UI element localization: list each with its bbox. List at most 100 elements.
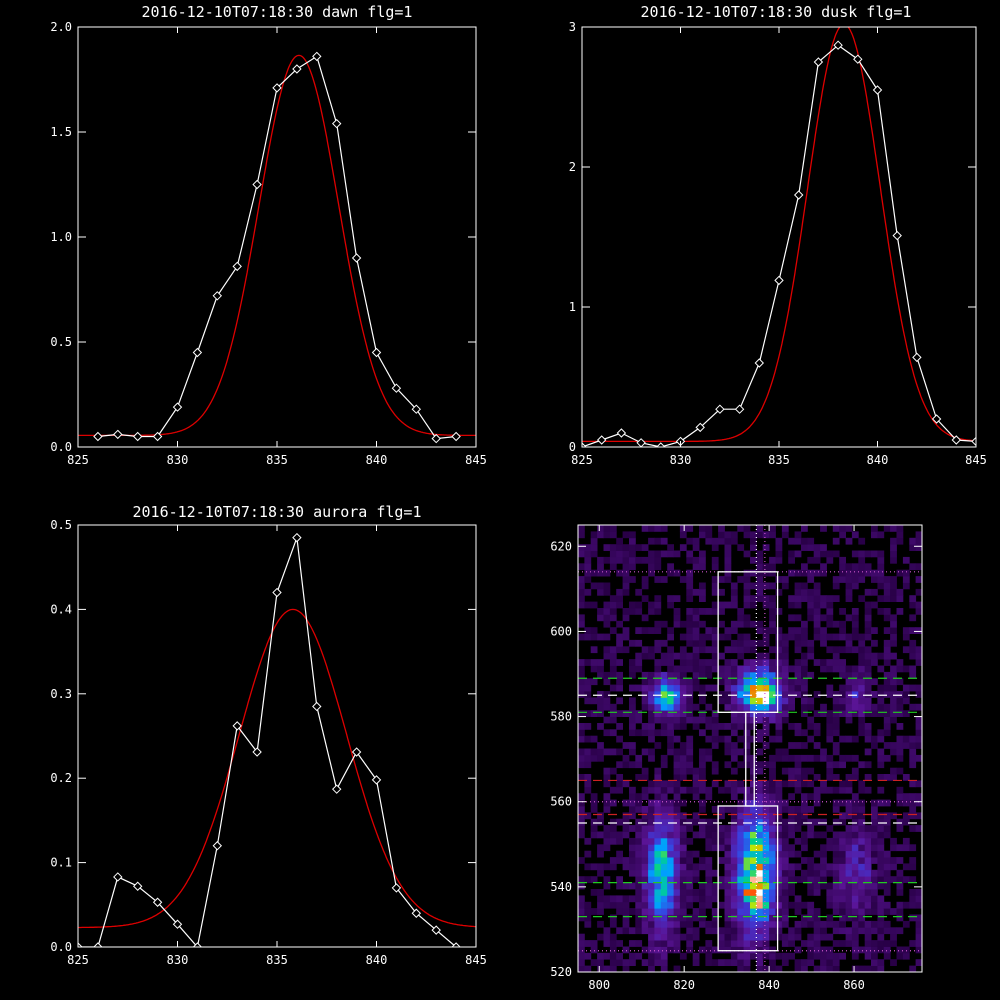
y-tick-label: 1.5	[50, 125, 72, 139]
heatmap-cell	[679, 652, 687, 660]
heatmap-cell	[845, 582, 853, 590]
heatmap-cell	[686, 525, 694, 532]
heatmap-cell	[871, 965, 878, 972]
heatmap-cell	[743, 786, 751, 794]
heatmap-cell	[750, 710, 757, 717]
heatmap-cell	[609, 831, 617, 839]
heatmap-cell	[788, 569, 795, 577]
heatmap-cell	[699, 780, 706, 788]
heatmap-cell	[622, 550, 630, 558]
heatmap-cell	[730, 850, 738, 858]
heatmap-cell	[648, 723, 655, 730]
heatmap-cell	[730, 601, 738, 609]
heatmap-cell	[679, 716, 687, 724]
heatmap-cell	[667, 786, 674, 794]
heatmap-cell	[864, 671, 872, 679]
heatmap-cell	[858, 920, 866, 928]
heatmap-cell	[781, 895, 789, 903]
heatmap-cell	[705, 959, 713, 966]
heatmap-cell	[737, 882, 745, 890]
data-point	[931, 414, 942, 424]
heatmap-cell	[781, 837, 789, 845]
heatmap-cell	[801, 569, 808, 577]
heatmap-cell	[648, 857, 655, 864]
y-tick-label: 0.3	[50, 687, 72, 701]
heatmap-cell	[660, 959, 668, 966]
heatmap-cell	[590, 863, 598, 871]
heatmap-cell	[718, 946, 725, 954]
heatmap-cell	[813, 608, 821, 615]
heatmap-cell	[864, 825, 872, 832]
heatmap-cell	[820, 569, 827, 577]
heatmap-cell	[730, 857, 738, 864]
heatmap-cell	[839, 646, 846, 654]
heatmap-cell	[635, 882, 643, 890]
heatmap-cell	[845, 614, 853, 622]
heatmap-cell	[909, 735, 917, 743]
heatmap-cell	[743, 576, 751, 583]
heatmap-cell	[743, 831, 751, 839]
heatmap-cell	[711, 895, 719, 903]
heatmap-cell	[584, 774, 592, 781]
heatmap-cell	[801, 920, 808, 928]
heatmap-cell	[673, 933, 681, 941]
heatmap-cell	[724, 659, 732, 666]
heatmap-cell	[915, 588, 922, 596]
heatmap-cell	[654, 691, 662, 698]
heatmap-cell	[711, 710, 719, 717]
x-tick-label: 840	[758, 978, 780, 992]
heatmap-cell	[877, 710, 885, 717]
heatmap-cell	[635, 844, 643, 852]
heatmap-cell	[578, 876, 585, 883]
heatmap-cell	[756, 691, 764, 698]
heatmap-cell	[896, 946, 904, 954]
heatmap-cell	[851, 569, 859, 577]
heatmap-cell	[641, 525, 649, 532]
heatmap-cell	[635, 876, 643, 883]
heatmap-cell	[864, 627, 872, 634]
heatmap-cell	[871, 531, 878, 539]
heatmap-cell	[730, 780, 738, 788]
heatmap-cell	[743, 940, 751, 947]
heatmap-cell	[781, 914, 789, 922]
heatmap-cell	[775, 857, 783, 864]
heatmap-cell	[877, 748, 885, 756]
heatmap-cell	[807, 671, 815, 679]
y-tick-label: 0.0	[50, 940, 72, 954]
heatmap-cell	[743, 799, 751, 807]
y-tick-label: 520	[550, 965, 572, 979]
heatmap-cell	[730, 946, 738, 954]
heatmap-cell	[629, 748, 636, 756]
data-point	[451, 942, 461, 947]
heatmap-cell	[877, 652, 885, 660]
heatmap-cell	[641, 544, 649, 551]
heatmap-cell	[718, 665, 725, 673]
dusk-title: 2016-12-10T07:18:30 dusk flg=1	[641, 3, 912, 21]
heatmap-cell	[756, 857, 764, 864]
heatmap-cell	[629, 863, 636, 871]
heatmap-cell	[654, 627, 662, 634]
heatmap-cell	[788, 691, 795, 698]
heatmap-cell	[839, 691, 846, 698]
heatmap-cell	[839, 786, 846, 794]
heatmap-cell	[851, 850, 859, 858]
heatmap-cell	[705, 525, 713, 532]
heatmap-cell	[788, 806, 795, 813]
heatmap-cell	[692, 633, 700, 641]
heatmap-cell	[648, 812, 655, 820]
heatmap-cell	[750, 908, 757, 915]
heatmap-cell	[648, 869, 655, 877]
heatmap-cell	[660, 946, 668, 954]
heatmap-cell	[781, 959, 789, 966]
heatmap-cell	[660, 639, 668, 647]
heatmap-cell	[699, 531, 706, 539]
heatmap-cell	[629, 959, 636, 966]
heatmap-cell	[673, 876, 681, 883]
heatmap-cell	[743, 525, 751, 532]
heatmap-cell	[769, 665, 776, 673]
heatmap-cell	[896, 723, 904, 730]
heatmap-cell	[724, 837, 732, 845]
heatmap-cell	[775, 639, 783, 647]
heatmap-cell	[781, 825, 789, 832]
heatmap-cell	[584, 678, 592, 686]
